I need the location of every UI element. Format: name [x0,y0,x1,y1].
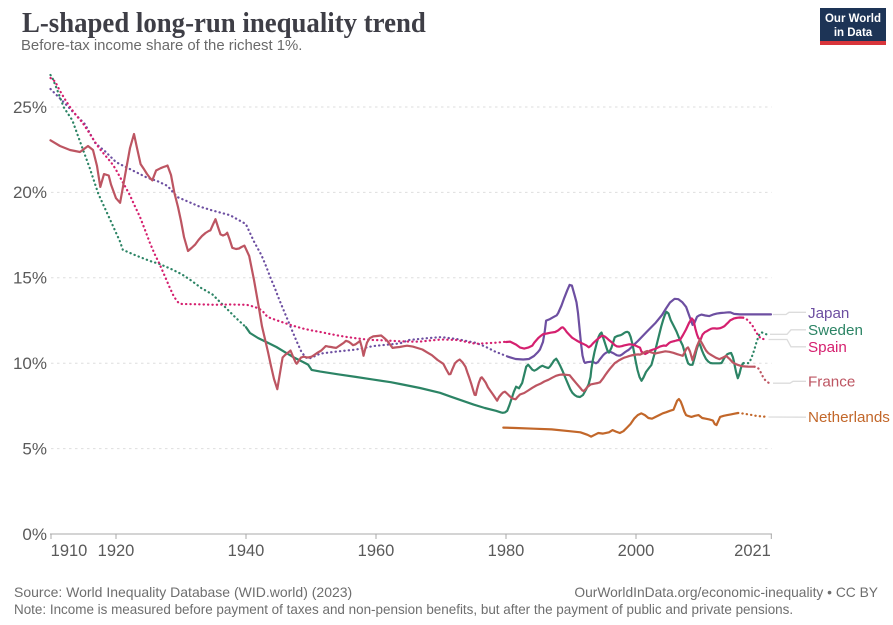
svg-text:5%: 5% [22,439,47,458]
svg-text:Sweden: Sweden [808,322,863,339]
svg-text:Japan: Japan [808,305,849,322]
svg-text:25%: 25% [13,98,47,117]
svg-text:France: France [808,374,855,391]
svg-text:2000: 2000 [618,542,655,560]
svg-text:2021: 2021 [734,542,771,560]
svg-text:15%: 15% [13,269,47,288]
svg-text:0%: 0% [22,525,47,544]
svg-text:1940: 1940 [228,542,265,560]
svg-text:1920: 1920 [98,542,135,560]
svg-text:Netherlands: Netherlands [808,409,890,426]
svg-text:1910: 1910 [51,542,88,560]
svg-text:10%: 10% [13,354,47,373]
svg-text:20%: 20% [13,183,47,202]
svg-text:1980: 1980 [488,542,525,560]
svg-text:1960: 1960 [358,542,395,560]
svg-text:Spain: Spain [808,339,847,356]
